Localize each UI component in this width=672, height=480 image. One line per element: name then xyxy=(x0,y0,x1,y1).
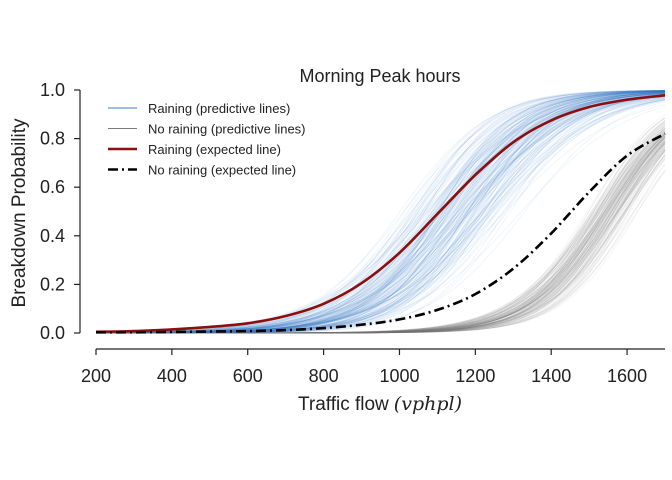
y-axis-label: Breakdown Probability xyxy=(9,118,30,308)
expected-lines xyxy=(95,94,666,334)
no-raining-expected-line xyxy=(95,132,666,334)
x-tick-label: 400 xyxy=(157,366,187,386)
y-tick-label: 0.6 xyxy=(40,177,65,197)
predictive-line xyxy=(95,92,666,333)
x-axis-label-text: Traffic flow xyxy=(298,394,389,415)
predictive-line xyxy=(95,90,666,333)
predictive-line xyxy=(96,91,666,333)
axes: 0.0 0.2 0.4 0.6 0.8 1.0 200 400 600 800 1000 1200 14… xyxy=(40,80,665,386)
y-tick-label: 0.8 xyxy=(40,129,65,149)
legend-label: No raining (expected line) xyxy=(148,163,296,178)
predictive-line xyxy=(95,91,666,333)
x-tick-label: 1200 xyxy=(455,366,495,386)
y-tick-label: 0.0 xyxy=(40,323,65,343)
legend-label: No raining (predictive lines) xyxy=(148,122,306,137)
raining-expected-line xyxy=(95,94,666,334)
legend-label: Raining (expected line) xyxy=(148,142,281,157)
x-tick-label: 1000 xyxy=(379,366,419,386)
y-tick-label: 0.4 xyxy=(40,226,65,246)
legend: Raining (predictive lines) No raining (pr… xyxy=(108,101,306,178)
x-tick-label: 200 xyxy=(81,366,111,386)
x-axis-label: Traffic flow (vphpl) xyxy=(298,393,462,415)
y-tick-label: 0.2 xyxy=(40,274,65,294)
x-tick-label: 1400 xyxy=(531,366,571,386)
chart-title: Morning Peak hours xyxy=(299,66,460,86)
predictive-line xyxy=(95,93,666,333)
y-tick-label: 1.0 xyxy=(40,80,65,100)
legend-label: Raining (predictive lines) xyxy=(148,101,290,116)
predictive-line xyxy=(96,91,666,333)
x-axis-unit: (vphpl) xyxy=(394,393,462,415)
x-tick-label: 1600 xyxy=(607,366,647,386)
x-tick-label: 600 xyxy=(233,366,263,386)
x-tick-label: 800 xyxy=(309,366,339,386)
